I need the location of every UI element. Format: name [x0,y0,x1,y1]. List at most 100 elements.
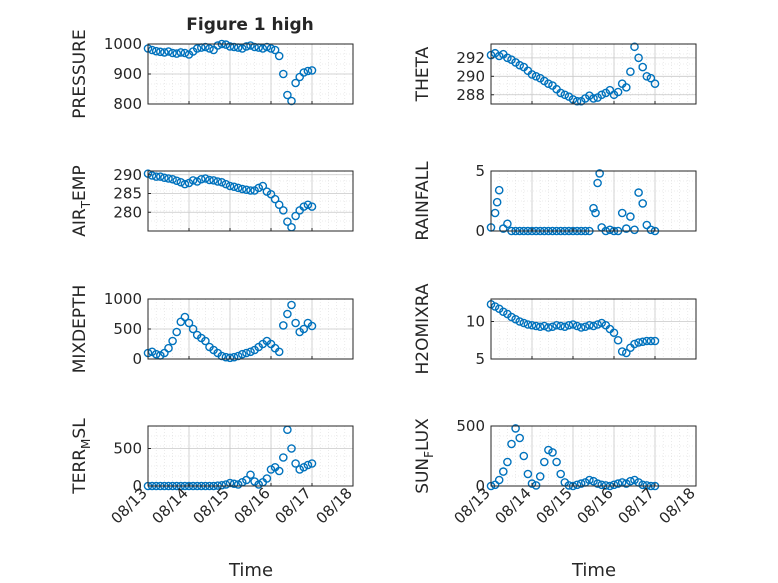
y-tick-label: 800 [113,95,142,113]
data-point [544,323,553,332]
data-point [498,467,508,476]
data-point [626,67,635,76]
data-point [511,424,520,433]
data-point [540,321,549,331]
data-point [609,328,619,338]
data-point [531,72,541,81]
y-tick-label: 1000 [104,290,142,308]
data-point [237,349,247,359]
data-series [143,39,317,106]
y-tick-label: 1000 [104,35,142,53]
data-point [233,183,243,193]
data-point [634,53,643,63]
data-point [155,172,165,181]
data-point [498,307,508,317]
y-axis-label: AIRTEMP [70,165,93,236]
y-tick-label: 500 [456,417,485,435]
data-point [278,206,288,215]
data-point [151,349,161,359]
data-point [307,202,317,211]
data-point [589,203,598,213]
axes-frame [147,170,354,232]
data-point [591,208,600,218]
data-point [180,48,190,58]
data-point [303,460,313,470]
data-point [176,48,186,57]
data-point [270,194,280,204]
data-point [507,439,516,449]
data-point [151,172,161,181]
data-point [295,465,305,474]
data-point [494,475,504,485]
data-point [609,480,619,490]
data-point [164,343,173,353]
data-point [556,469,566,479]
data-point [535,322,545,332]
data-point [576,323,586,332]
data-point [650,79,660,88]
data-point [180,312,190,322]
data-point [593,178,602,188]
data-point [221,480,231,489]
data-point [180,179,190,189]
y-axis-label: RAINFALL [413,161,433,241]
data-point [519,318,529,328]
data-point [217,351,227,361]
y-tick-label: 0 [132,350,142,368]
data-point [160,173,169,183]
data-point [184,318,194,328]
data-point [595,169,604,178]
data-point [552,320,561,330]
data-point [266,465,276,474]
data-point [225,181,235,191]
data-point [527,320,537,330]
data-point [242,42,251,51]
y-tick-label: 500 [113,440,142,458]
data-point [613,335,623,345]
y-tick-label: 290 [113,166,142,184]
data-point [650,336,660,346]
data-point [168,48,177,58]
data-point [638,480,648,490]
data-point [233,480,243,489]
data-point [494,185,504,195]
y-axis-label: TERRMSL [70,418,93,495]
data-point [638,199,648,208]
data-point [160,48,169,57]
data-point [552,457,561,467]
y-tick-label: 5 [475,162,485,180]
data-point [201,42,210,52]
data-series [143,300,317,363]
data-point [274,51,284,61]
data-point [291,211,300,221]
data-point [291,459,300,468]
data-point [492,197,502,207]
data-point [217,177,227,187]
data-point [299,462,309,472]
data-point [638,62,648,72]
data-point [229,182,239,192]
data-point [246,41,255,50]
x-axis-label-right: Time [571,560,616,581]
data-point [593,320,602,329]
subplot-5: 0 500 1000 MIXDEPTH [70,285,354,373]
data-point [601,481,611,490]
axes-frame [490,170,697,232]
data-point [527,479,537,488]
data-point [262,42,272,52]
data-point [560,322,570,332]
data-point [523,320,533,329]
data-point [568,320,578,329]
data-point [274,347,284,357]
data-point [511,314,520,324]
data-point [503,53,512,63]
data-point [164,47,173,56]
data-point [299,202,309,211]
data-point [217,480,227,490]
y-tick-label: 290 [456,67,485,85]
data-point [172,176,181,186]
data-point [507,312,516,322]
data-point [172,49,181,58]
data-point [646,73,656,83]
